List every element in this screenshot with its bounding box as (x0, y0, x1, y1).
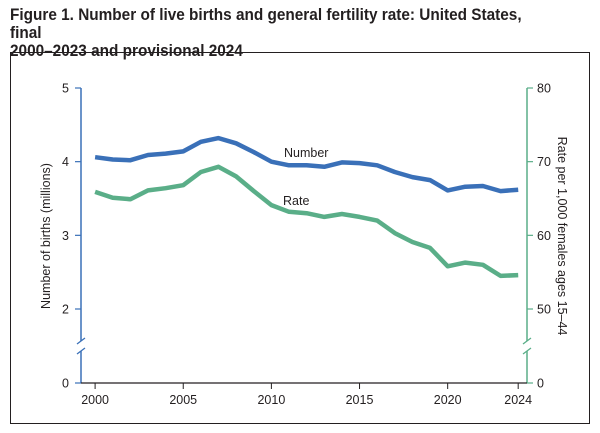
series-line-rate (94, 164, 519, 279)
left-tick-label: 2 (62, 303, 69, 317)
right-tick-label: 50 (537, 303, 551, 317)
right-tick-label: 60 (537, 229, 551, 243)
right-tick-label: 70 (537, 155, 551, 169)
right-axis-break (522, 337, 532, 355)
right-tick-label: 80 (537, 82, 551, 96)
x-tick-label: 2020 (434, 393, 462, 407)
left-tick-label: 0 (62, 377, 69, 391)
figure-title-line-1: Figure 1. Number of live births and gene… (10, 6, 522, 42)
left-axis-break (76, 337, 86, 355)
left-tick-label: 5 (62, 82, 69, 96)
x-tick-label: 2010 (257, 393, 285, 407)
figure-title: Figure 1. Number of live births and gene… (10, 6, 551, 60)
x-tick-label: 2000 (81, 393, 109, 407)
left-axis-title: Number of births (millions) (39, 163, 53, 309)
left-tick-label: 4 (62, 155, 69, 169)
x-tick-label: 2015 (346, 393, 374, 407)
chart-frame (10, 52, 590, 424)
figure-title-line-2: 2000–2023 and provisional 2024 (10, 42, 243, 60)
right-axis-title: Rate per 1,000 females ages 15–44 (555, 137, 569, 336)
left-tick-label: 3 (62, 229, 69, 243)
right-tick-label: 0 (537, 377, 544, 391)
series-label-rate: Rate (283, 194, 309, 208)
x-tick-label: 2005 (169, 393, 197, 407)
series-label-number: Number (284, 146, 328, 160)
x-tick-label: 2024 (504, 393, 532, 407)
